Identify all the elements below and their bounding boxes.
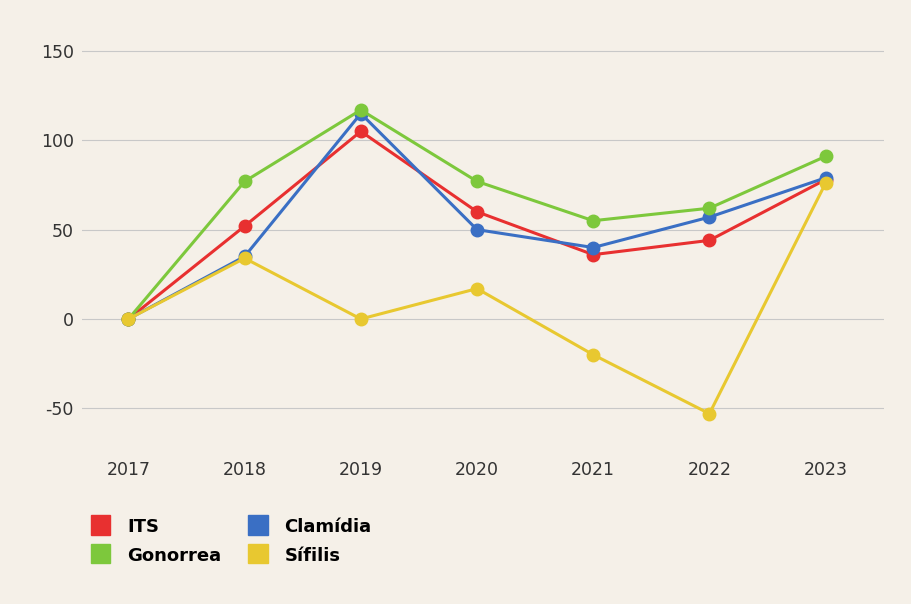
Legend: ITS, Gonorrea, Clamídia, Sífilis: ITS, Gonorrea, Clamídia, Sífilis: [91, 518, 372, 565]
